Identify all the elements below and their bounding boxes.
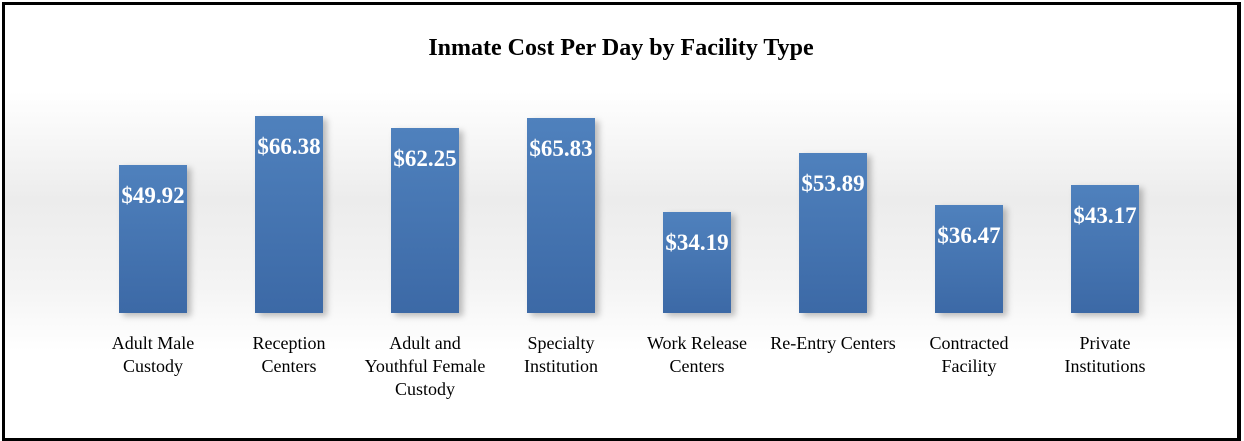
x-tick-label: Private Institutions xyxy=(1064,333,1146,376)
bar xyxy=(119,164,187,313)
data-label: $53.89 xyxy=(801,171,865,197)
data-label: $65.83 xyxy=(529,135,593,161)
x-tick-label: Reception Centers xyxy=(252,333,326,376)
x-tick-label: Re-Entry Centers xyxy=(770,333,896,353)
x-tick-label: Contracted Facility xyxy=(929,333,1009,376)
data-label: $36.47 xyxy=(937,222,1001,248)
x-tick-label: Work Release Centers xyxy=(646,333,747,376)
x-tick-label: Adult Male Custody xyxy=(111,333,195,376)
data-label: $43.17 xyxy=(1073,202,1137,228)
data-label: $34.19 xyxy=(665,229,729,255)
chart-title: Inmate Cost Per Day by Facility Type xyxy=(428,35,814,61)
bar xyxy=(391,128,459,313)
bar xyxy=(935,204,1003,313)
data-label: $49.92 xyxy=(121,182,185,208)
data-label: $66.38 xyxy=(257,134,321,159)
x-tick-label: Specialty Institution xyxy=(523,333,598,376)
data-label: $62.25 xyxy=(393,146,457,172)
bar xyxy=(527,117,595,313)
bar xyxy=(255,116,323,313)
x-tick-label: Adult and Youthful Female Custody xyxy=(364,333,486,399)
bar xyxy=(663,211,731,313)
bar xyxy=(799,153,867,313)
bar xyxy=(1071,184,1139,313)
